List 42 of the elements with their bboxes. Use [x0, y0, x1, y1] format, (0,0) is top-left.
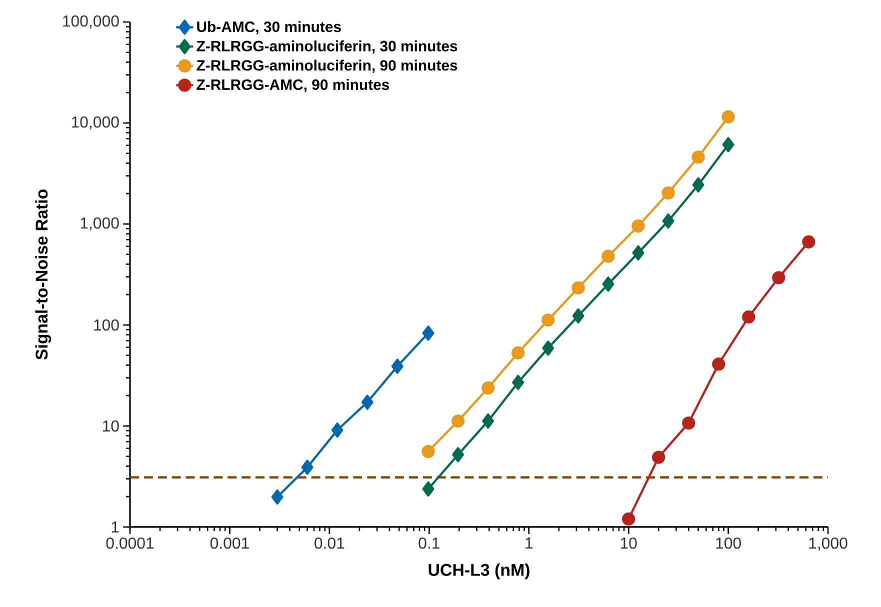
y-tick-label: 10 — [103, 420, 119, 432]
x-tick-label: 0.001 — [210, 537, 249, 549]
point — [602, 250, 615, 263]
point — [722, 110, 735, 124]
x-tick-label: 0.1 — [418, 537, 440, 549]
point — [542, 340, 554, 356]
y-tick-label: 100 — [94, 319, 119, 331]
point — [512, 346, 525, 360]
x-tick-label: 100 — [716, 537, 741, 549]
legend-label: Z-RLRGG-AMC, 90 minutes — [196, 79, 390, 92]
point — [572, 281, 585, 294]
legend-label: Z-RLRGG-aminoluciferin, 90 minutes — [196, 60, 458, 73]
y-tick-label: 10,000 — [72, 116, 119, 130]
point — [662, 213, 674, 229]
x-tick-label: 1 — [526, 537, 533, 548]
point — [422, 481, 434, 497]
y-axis-title: Signal-to-Noise Ratio — [35, 190, 52, 360]
legend-label: Ub-AMC, 30 minutes — [197, 21, 341, 34]
point — [482, 413, 494, 429]
point — [451, 414, 465, 428]
point — [632, 219, 645, 233]
point — [512, 374, 524, 390]
point — [572, 308, 584, 324]
x-tick-label: 1,000 — [809, 537, 848, 551]
point — [602, 276, 614, 292]
y-tick-label: 100,000 — [63, 15, 119, 29]
point — [662, 186, 675, 200]
x-tick-label: 0.01 — [314, 537, 344, 549]
y-tick-label: 1,000 — [80, 217, 119, 231]
point — [452, 447, 464, 462]
point — [692, 150, 705, 164]
point — [482, 381, 495, 395]
legend-label: Z-RLRGG-aminoluciferin, 30 minutes — [196, 40, 458, 54]
point — [422, 444, 435, 458]
point — [632, 245, 644, 260]
y-tick-label: 1 — [112, 522, 119, 532]
x-axis-title: UCH-L3 (nM) — [428, 563, 530, 580]
point — [722, 137, 734, 152]
point — [692, 177, 704, 192]
point — [542, 313, 555, 327]
x-tick-label: 0.0001 — [106, 537, 154, 549]
x-tick-label: 10 — [620, 537, 637, 549]
